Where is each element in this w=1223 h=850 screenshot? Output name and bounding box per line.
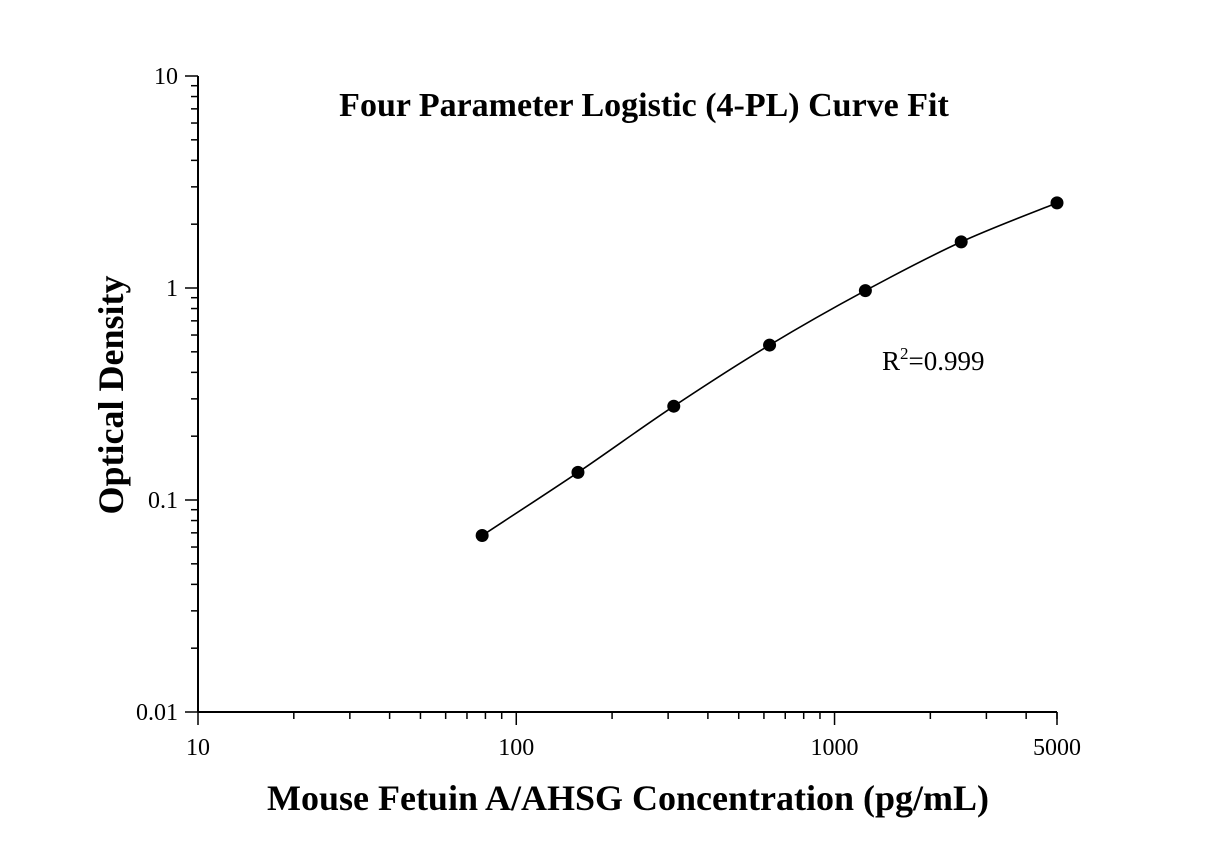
x-tick-label: 10 <box>186 735 210 761</box>
data-point <box>858 284 872 298</box>
x-tick-label: 100 <box>498 735 534 761</box>
y-tick-label: 1 <box>166 276 178 302</box>
data-point <box>667 399 681 413</box>
x-axis-label: Mouse Fetuin A/AHSG Concentration (pg/mL… <box>267 778 989 818</box>
y-tick-label: 10 <box>154 64 178 90</box>
x-tick-label: 1000 <box>811 735 859 761</box>
data-point <box>475 529 489 543</box>
data-points-group <box>475 196 1064 543</box>
r-squared-value: =0.999 <box>909 346 985 376</box>
y-tick-label: 0.1 <box>148 488 178 514</box>
data-point <box>1050 196 1064 210</box>
r-squared-annotation: R2=0.999 <box>882 344 985 376</box>
r-squared-sup: 2 <box>900 344 909 363</box>
data-point <box>571 465 585 479</box>
data-point <box>954 235 968 249</box>
y-axis-label: Optical Density <box>91 276 131 515</box>
chart-title: Four Parameter Logistic (4-PL) Curve Fit <box>339 87 949 124</box>
axes: 10 100 1000 5000 0.01 0.1 1 10 <box>136 64 1081 761</box>
data-point <box>763 338 777 352</box>
x-tick-label: 5000 <box>1033 735 1081 761</box>
y-tick-label: 0.01 <box>136 700 178 726</box>
r-squared-base: R <box>882 346 900 376</box>
